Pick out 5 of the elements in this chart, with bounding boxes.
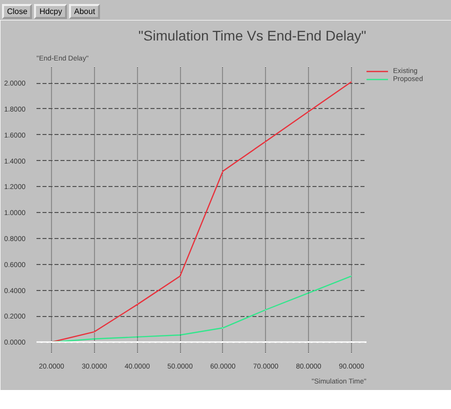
text: Close xyxy=(2,4,32,19)
text: Hdcpy xyxy=(34,4,68,19)
chart-title: "Simulation Time Vs End-End Delay" xyxy=(138,28,366,44)
text: About xyxy=(69,4,100,19)
line-series xyxy=(50,81,352,343)
